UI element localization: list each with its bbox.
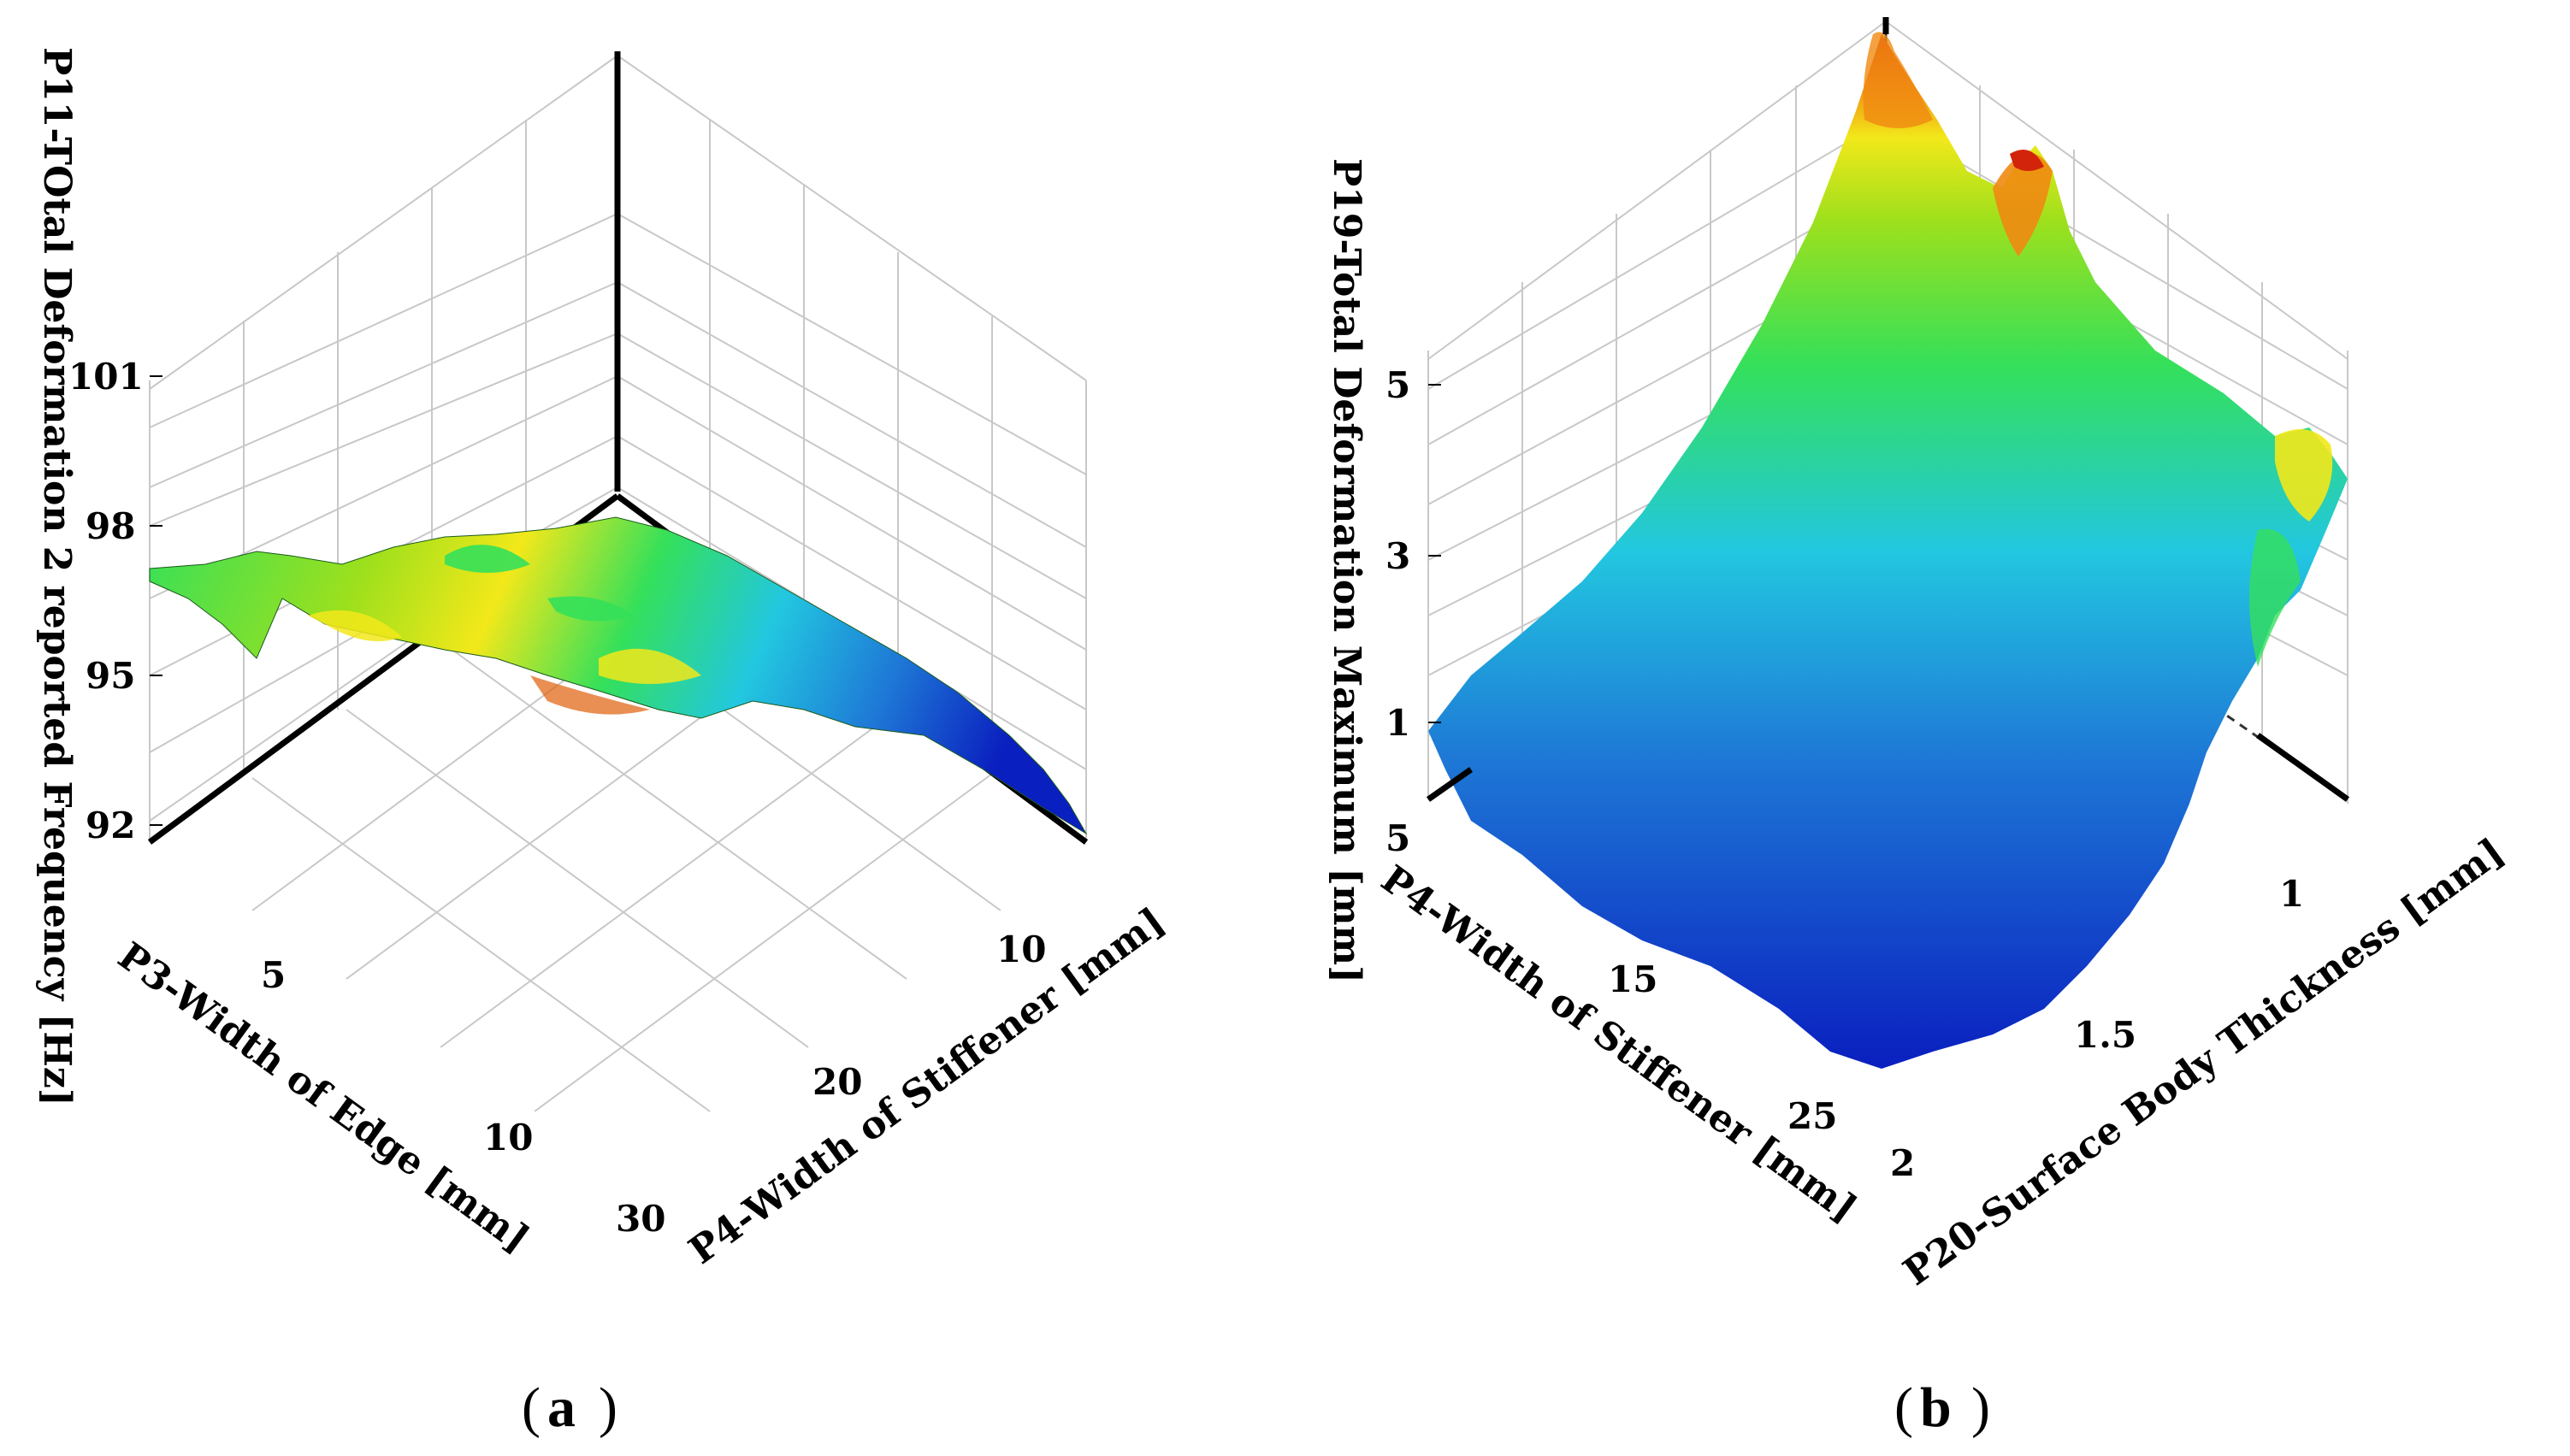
panel-b-z-tick: 3 [1385,535,1410,577]
panel-b-label-open: ( [1894,1376,1913,1439]
panel-a-x-tick: 10 [483,1117,533,1158]
panel-b-x-tick: 15 [1608,958,1657,1000]
panel-b-peak-2-top [2010,150,2044,171]
panel-b-peak-2 [1993,153,2053,256]
panel-b-peak-3 [2275,429,2333,522]
panel-a-y-tick: 30 [616,1198,665,1240]
panel-a-z-label: P11-TOtal Deformation 2 reported Frequen… [35,47,79,1106]
panel-b-y-tick: 1.5 [2074,1014,2136,1056]
panel-a-bump-2 [547,596,633,622]
panel-a-z-ticks [150,375,162,826]
panel-a-z-tick: 98 [86,505,135,547]
panel-a-bump-1 [445,545,530,573]
panel-a-label-open: ( [522,1376,541,1439]
panel-a-letter: a [547,1376,576,1439]
panel-b: 5 3 1 5 15 25 1 1.5 2 P19-Total Deformat… [1325,17,2512,1439]
panel-b-z-tick: 1 [1385,702,1410,744]
panel-b-ridge [2249,528,2301,667]
panel-b-z-tick: 5 [1385,364,1410,406]
panel-b-y-tick: 1 [2279,873,2304,915]
panel-b-x-tick: 25 [1787,1095,1837,1137]
panel-b-axes [1426,17,2350,802]
panel-a-label-close: ) [599,1376,617,1439]
panel-b-surface [1428,34,2348,1069]
panel-a-valley [530,675,650,715]
panel-a-x-label: P3-Width of Edge [mm] [110,934,537,1261]
panel-a-y-label: P4-Width of Stiffener [mm] [681,899,1172,1273]
panel-a-grid [149,55,1087,1112]
panel-a-z-tick: 101 [68,356,144,398]
panel-b-peak-1 [1863,32,1933,128]
panel-a-peak-1 [308,610,402,641]
panel-b-z-label: P19-Total Deformation Maximum [mm] [1325,158,1368,983]
panel-b-z-ticks [1428,384,1441,723]
panel-b-label-close: ) [1971,1376,1990,1439]
panel-a-y-tick: 20 [812,1061,862,1103]
panel-b-x-tick: 5 [1385,817,1410,859]
panel-a: 101 98 95 92 5 10 10 20 30 P11-TOtal Def… [35,47,1173,1439]
panel-a-peak-2 [599,648,701,684]
panel-a-z-tick: 95 [86,655,135,697]
panel-a-z-tick: 92 [86,805,135,846]
panel-b-y-tick: 2 [1890,1142,1915,1184]
panel-a-y-tick: 10 [996,928,1046,970]
panel-a-x-tick: 5 [261,954,286,996]
panel-b-letter: b [1920,1376,1952,1439]
